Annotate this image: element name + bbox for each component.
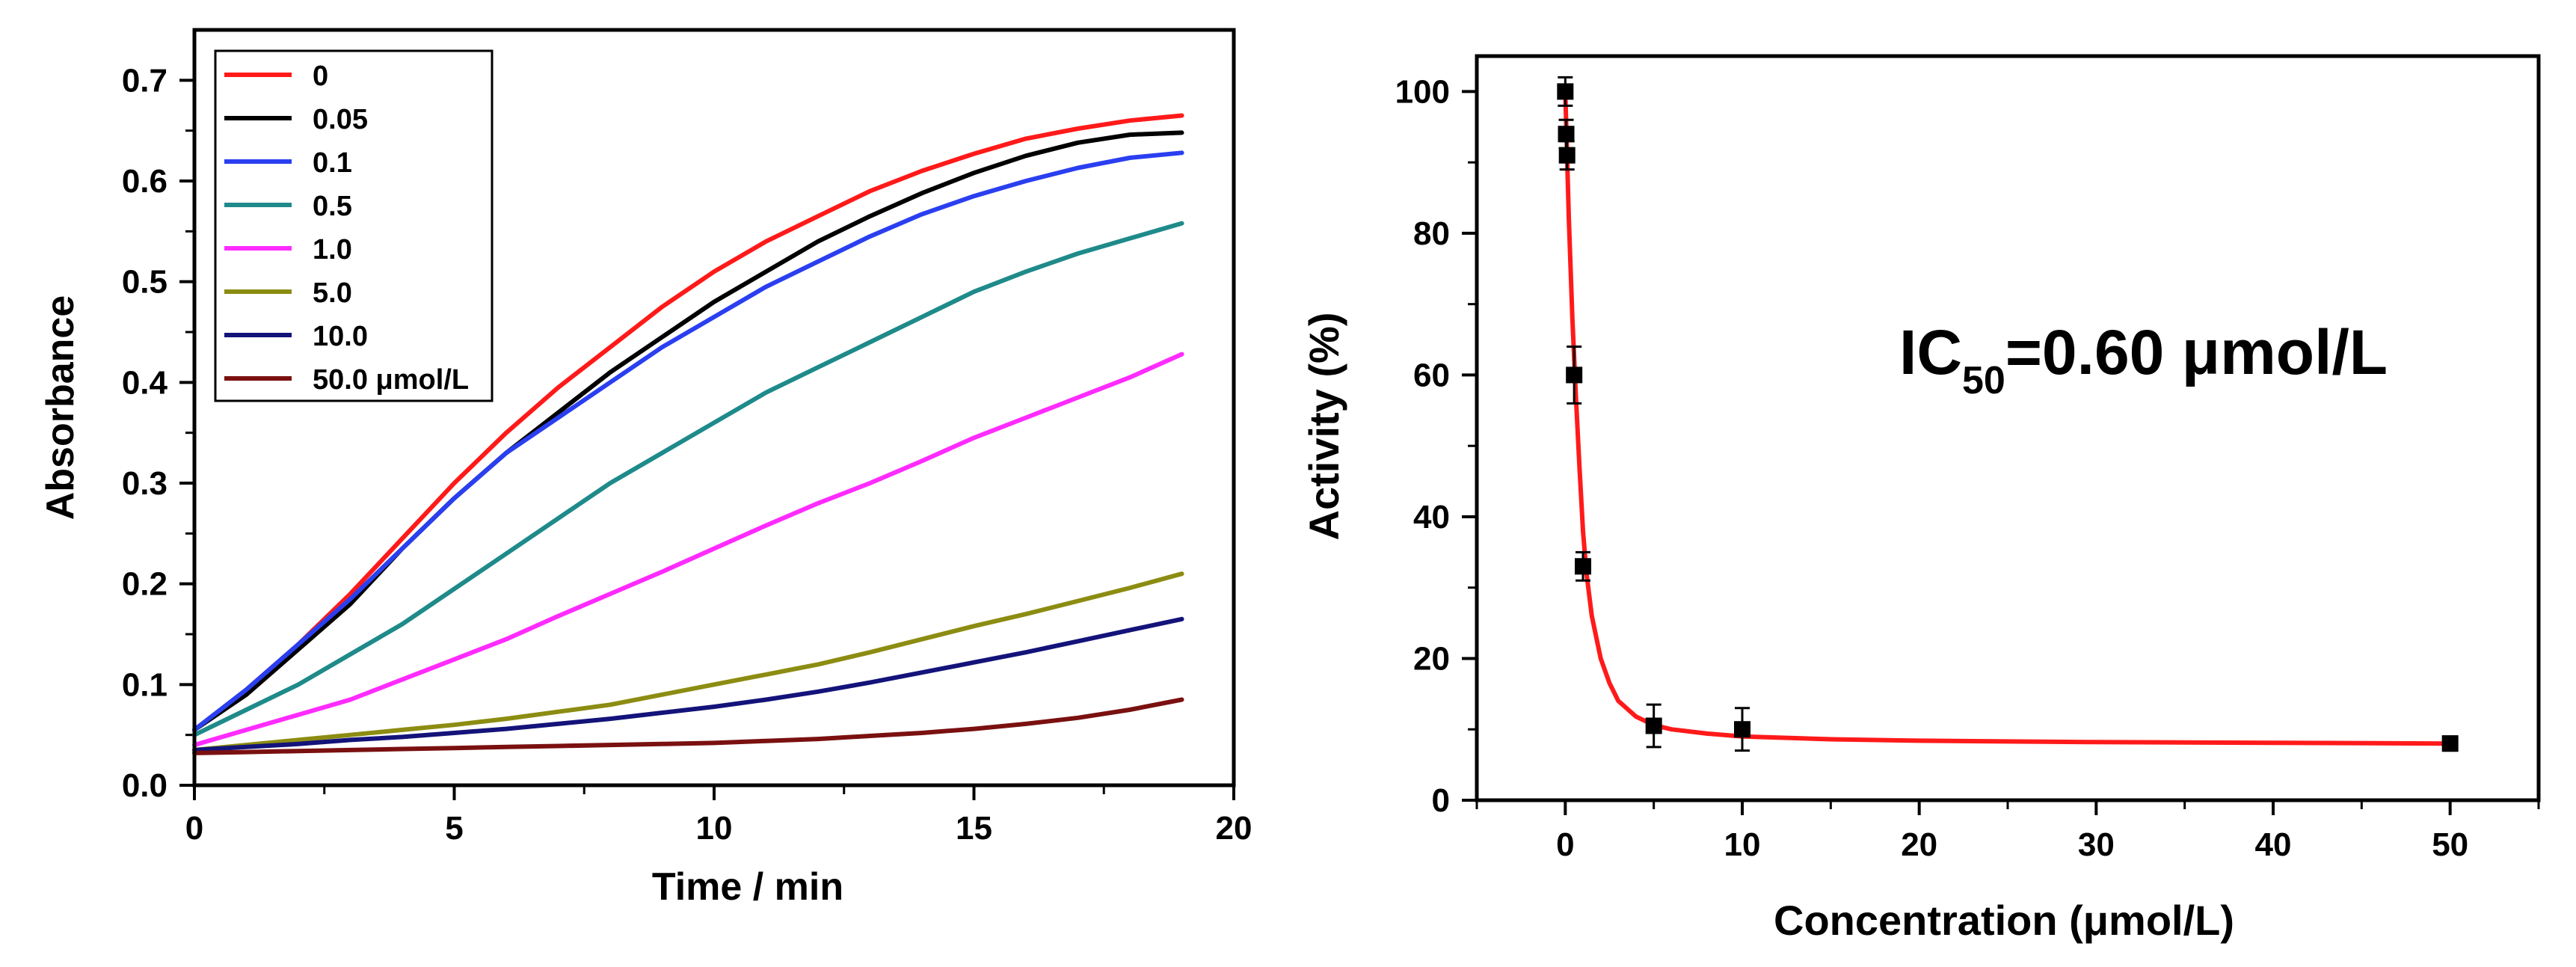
absorbance-y-axis-label: Absorbance — [39, 295, 82, 521]
x-tick-label: 0 — [185, 810, 203, 847]
y-tick-label: 100 — [1395, 73, 1450, 110]
series-line-6 — [192, 616, 1184, 752]
series-line-0 — [192, 113, 1184, 732]
data-point-7 — [2441, 735, 2459, 752]
activity-fit-curve — [1563, 89, 2453, 746]
legend-box — [214, 49, 494, 402]
data-point-2 — [1558, 147, 1576, 164]
x-tick-label: 20 — [1216, 810, 1252, 847]
series-line-3 — [192, 221, 1184, 737]
absorbance-series-lines — [192, 113, 1184, 755]
activity-y-axis-label: Activity (%) — [1300, 313, 1347, 541]
y-tick-label: 0.7 — [122, 62, 167, 99]
legend-label-1: 0.05 — [313, 104, 368, 135]
y-tick-label: 60 — [1413, 357, 1450, 393]
x-tick-label: 5 — [445, 810, 463, 847]
data-point-0 — [1557, 83, 1574, 100]
y-tick-label: 0.2 — [122, 566, 167, 603]
x-tick-label: 50 — [2432, 826, 2468, 863]
x-tick-label: 0 — [1556, 826, 1574, 863]
ic50-suffix: =0.60 μmol/L — [2005, 317, 2388, 387]
series-line-1 — [192, 130, 1184, 732]
series-line-2 — [192, 150, 1184, 732]
y-tick-label: 40 — [1413, 499, 1450, 535]
data-point-1 — [1558, 126, 1575, 143]
absorbance-legend: 0 0.05 0.1 0.5 1.0 5.0 10.0 50.0 μmol/L — [214, 49, 494, 402]
legend-label-2: 0.1 — [313, 147, 352, 179]
y-tick-label: 0.0 — [122, 767, 167, 804]
legend-label-5: 5.0 — [313, 277, 352, 309]
y-tick-label: 20 — [1413, 640, 1450, 677]
x-tick-label: 30 — [2078, 826, 2115, 863]
y-tick-label: 80 — [1413, 215, 1450, 252]
y-tick-label: 0.4 — [122, 364, 168, 401]
y-tick-label: 0 — [1432, 782, 1450, 819]
data-point-6 — [1734, 721, 1750, 738]
legend-label-0: 0 — [313, 61, 328, 92]
absorbance-plot-frame — [192, 28, 1236, 788]
data-point-4 — [1575, 558, 1591, 575]
activity-x-axis-label: Concentration (μmol/L) — [1774, 897, 2234, 944]
legend-label-4: 1.0 — [313, 234, 352, 265]
absorbance-chart: 0 5 10 15 20 0.0 0.1 0.2 0.3 0.4 0.5 0.6 0.7 0 0.05 0.… — [39, 28, 1252, 909]
data-point-5 — [1645, 717, 1662, 734]
data-point-3 — [1566, 366, 1583, 384]
ic50-prefix: IC — [1899, 317, 1962, 387]
legend-label-7: 50.0 μmol/L — [313, 364, 469, 396]
legend-label-6: 10.0 — [313, 321, 368, 352]
series-line-7 — [192, 697, 1184, 755]
x-tick-label: 20 — [1901, 826, 1937, 863]
y-tick-label: 0.1 — [122, 666, 167, 703]
x-tick-label: 10 — [1724, 826, 1761, 863]
series-line-5 — [192, 571, 1184, 752]
x-tick-label: 10 — [696, 810, 733, 847]
absorbance-ticks: 0 5 10 15 20 0.0 0.1 0.2 0.3 0.4 0.5 0.6 0.7 — [122, 62, 1252, 847]
absorbance-x-axis-label: Time / min — [652, 865, 843, 909]
x-tick-label: 15 — [956, 810, 992, 847]
fit-curve — [1563, 89, 2453, 746]
y-tick-label: 0.3 — [122, 465, 167, 502]
legend-label-3: 0.5 — [313, 191, 352, 222]
y-tick-label: 0.6 — [122, 163, 167, 200]
y-tick-label: 0.5 — [122, 264, 167, 301]
activity-plot-frame — [1475, 54, 2541, 802]
activity-data-points — [1557, 76, 2459, 752]
series-line-4 — [192, 352, 1184, 748]
activity-ticks: 0 10 20 30 40 50 0 20 40 60 80 100 — [1395, 73, 2540, 863]
ic50-subscript: 50 — [1962, 359, 2005, 402]
ic50-annotation: IC50=0.60 μmol/L — [1899, 317, 2388, 402]
x-tick-label: 40 — [2255, 826, 2292, 863]
